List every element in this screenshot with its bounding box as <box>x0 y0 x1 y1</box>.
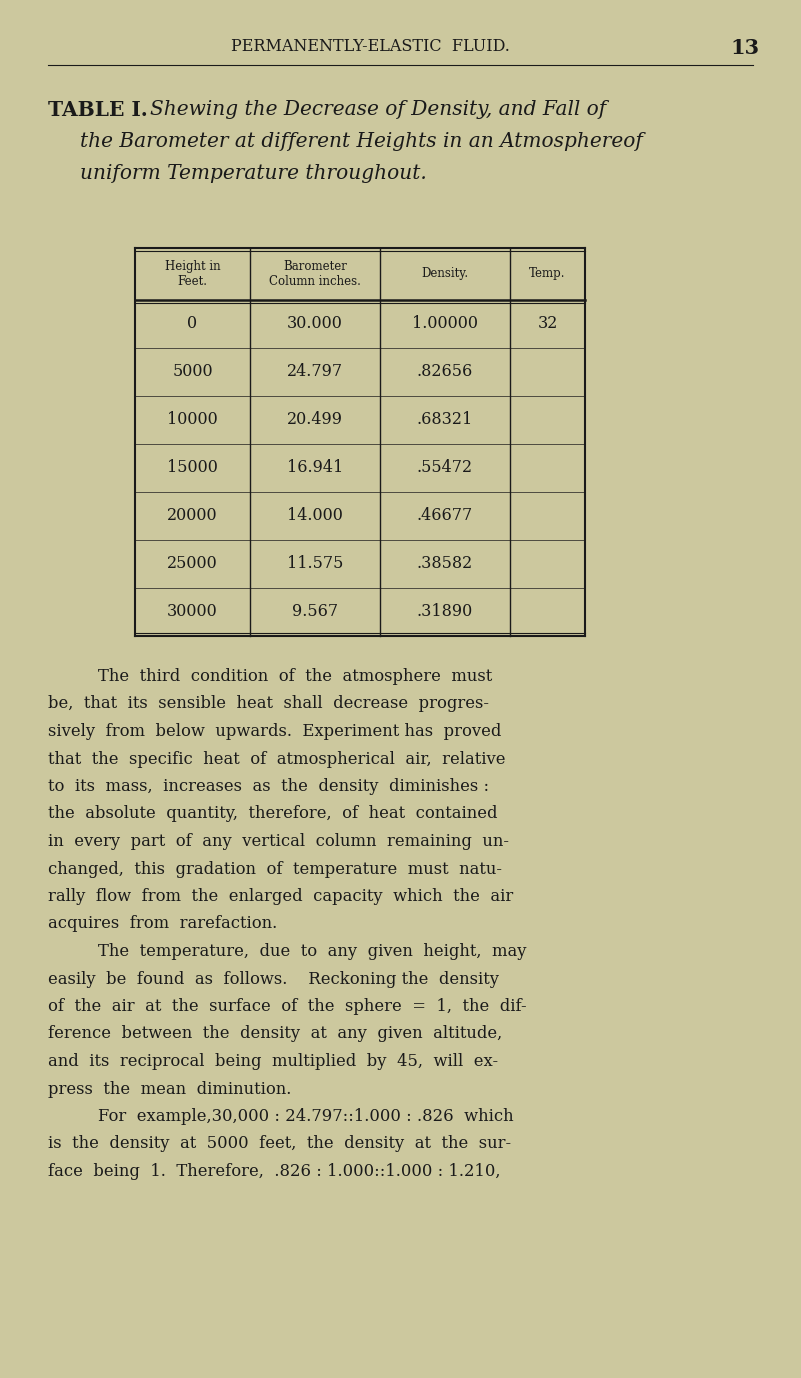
Text: 25000: 25000 <box>167 555 218 572</box>
Text: 0: 0 <box>187 316 198 332</box>
Text: For  example,30,000 : 24.797::1.000 : .826  which: For example,30,000 : 24.797::1.000 : .82… <box>98 1108 513 1124</box>
Text: uniform Temperature throughout.: uniform Temperature throughout. <box>80 164 427 183</box>
Text: 13: 13 <box>731 39 760 58</box>
Text: .82656: .82656 <box>417 364 473 380</box>
Text: of  the  air  at  the  surface  of  the  sphere  =  1,  the  dif-: of the air at the surface of the sphere … <box>48 998 526 1016</box>
Text: sively  from  below  upwards.  Experiment has  proved: sively from below upwards. Experiment ha… <box>48 723 501 740</box>
Text: Temp.: Temp. <box>529 267 566 281</box>
Text: in  every  part  of  any  vertical  column  remaining  un-: in every part of any vertical column rem… <box>48 832 509 850</box>
Text: 15000: 15000 <box>167 459 218 477</box>
Text: rally  flow  from  the  enlarged  capacity  which  the  air: rally flow from the enlarged capacity wh… <box>48 887 513 905</box>
Text: Barometer
Column inches.: Barometer Column inches. <box>269 260 361 288</box>
Text: 9.567: 9.567 <box>292 604 338 620</box>
Text: the Barometer at different Heights in an Atmosphereof: the Barometer at different Heights in an… <box>80 132 643 152</box>
Text: that  the  specific  heat  of  atmospherical  air,  relative: that the specific heat of atmospherical … <box>48 751 505 768</box>
Text: 20000: 20000 <box>167 507 218 525</box>
Text: 1.00000: 1.00000 <box>412 316 478 332</box>
Text: 10000: 10000 <box>167 412 218 429</box>
Text: acquires  from  rarefaction.: acquires from rarefaction. <box>48 915 277 933</box>
Text: .31890: .31890 <box>417 604 473 620</box>
Text: .68321: .68321 <box>417 412 473 429</box>
Text: face  being  1.  Therefore,  .826 : 1.000::1.000 : 1.210,: face being 1. Therefore, .826 : 1.000::1… <box>48 1163 501 1180</box>
Text: and  its  reciprocal  being  multiplied  by  45,  will  ex-: and its reciprocal being multiplied by 4… <box>48 1053 498 1069</box>
Text: 5000: 5000 <box>172 364 213 380</box>
Text: .55472: .55472 <box>417 459 473 477</box>
Text: .38582: .38582 <box>417 555 473 572</box>
Text: 24.797: 24.797 <box>287 364 343 380</box>
Text: The  temperature,  due  to  any  given  height,  may: The temperature, due to any given height… <box>98 943 526 960</box>
Text: 30.000: 30.000 <box>287 316 343 332</box>
Text: 32: 32 <box>537 316 557 332</box>
Text: the  absolute  quantity,  therefore,  of  heat  contained: the absolute quantity, therefore, of hea… <box>48 806 497 823</box>
Text: 20.499: 20.499 <box>287 412 343 429</box>
Text: 16.941: 16.941 <box>287 459 343 477</box>
Text: 14.000: 14.000 <box>287 507 343 525</box>
Text: be,  that  its  sensible  heat  shall  decrease  progres-: be, that its sensible heat shall decreas… <box>48 696 489 712</box>
Text: changed,  this  gradation  of  temperature  must  natu-: changed, this gradation of temperature m… <box>48 860 502 878</box>
Text: press  the  mean  diminution.: press the mean diminution. <box>48 1080 292 1097</box>
Text: 30000: 30000 <box>167 604 218 620</box>
Text: easily  be  found  as  follows.    Reckoning the  density: easily be found as follows. Reckoning th… <box>48 970 499 988</box>
Text: The  third  condition  of  the  atmosphere  must: The third condition of the atmosphere mu… <box>98 668 493 685</box>
Text: 11.575: 11.575 <box>287 555 343 572</box>
Text: Shewing the Decrease of Density, and Fall of: Shewing the Decrease of Density, and Fal… <box>150 101 606 119</box>
Text: Density.: Density. <box>421 267 469 281</box>
Text: ference  between  the  density  at  any  given  altitude,: ference between the density at any given… <box>48 1025 502 1043</box>
Text: Height in
Feet.: Height in Feet. <box>165 260 220 288</box>
Text: PERMANENTLY-ELASTIC  FLUID.: PERMANENTLY-ELASTIC FLUID. <box>231 39 509 55</box>
Text: to  its  mass,  increases  as  the  density  diminishes :: to its mass, increases as the density di… <box>48 779 489 795</box>
Text: .46677: .46677 <box>417 507 473 525</box>
Text: TABLE I.: TABLE I. <box>48 101 147 120</box>
Text: is  the  density  at  5000  feet,  the  density  at  the  sur-: is the density at 5000 feet, the density… <box>48 1135 511 1152</box>
